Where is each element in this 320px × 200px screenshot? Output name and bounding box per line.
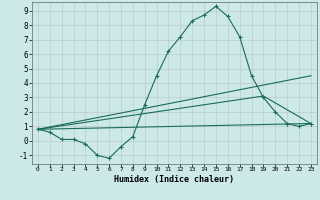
- X-axis label: Humidex (Indice chaleur): Humidex (Indice chaleur): [115, 175, 234, 184]
